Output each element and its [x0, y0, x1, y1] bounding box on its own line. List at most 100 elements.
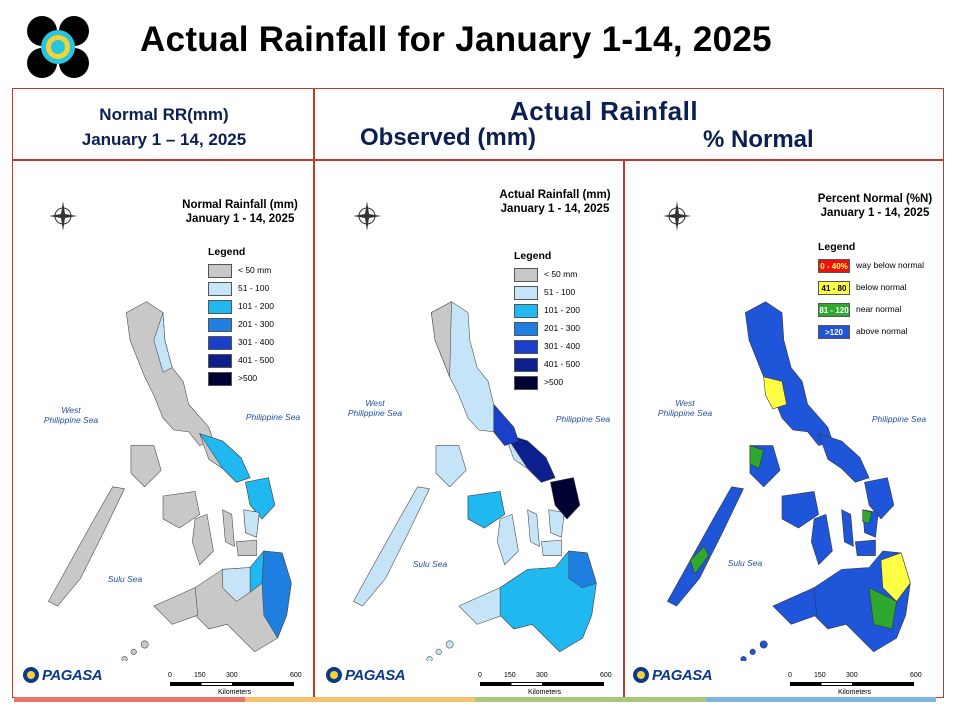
- sea-label-west: West Philippine Sea: [36, 405, 106, 425]
- scale-unit: Kilometers: [838, 689, 872, 696]
- scale-bar-actual: 0 150 300 600 Kilometers: [470, 672, 620, 700]
- footer-stripe: [244, 697, 475, 702]
- sea-label-west-line2: Philippine Sea: [657, 408, 713, 418]
- scale-tick: 0: [478, 672, 482, 679]
- legend-actual: Legend < 50 mm 51 - 100 101 - 200 201 - 300…: [514, 250, 614, 395]
- legend-label: 51 - 100: [238, 283, 270, 293]
- map-percent-normal: [666, 301, 911, 661]
- legend-swatch: [208, 318, 232, 332]
- legend-label: 401 - 500: [544, 359, 580, 369]
- scale-tick: 0: [168, 672, 172, 679]
- sea-label-west-line2: Philippine Sea: [43, 415, 99, 425]
- legend-label: below normal: [856, 282, 907, 292]
- legend-swatch: >120: [818, 325, 850, 339]
- normal-rr-heading-line1: Normal RR(mm): [99, 105, 229, 124]
- legend-label: < 50 mm: [544, 269, 578, 279]
- normal-rr-heading-line2: January 1 – 14, 2025: [81, 130, 247, 149]
- map-title-line2: January 1 - 14, 2025: [500, 203, 610, 215]
- panel-normal-rainfall: [14, 161, 312, 697]
- legend-label: < 50 mm: [238, 265, 272, 275]
- legend-title: Legend: [818, 241, 856, 253]
- legend-swatch: [514, 286, 538, 300]
- legend-label: 51 - 100: [544, 287, 576, 297]
- scale-bar-percent: 0 150 300 600 Kilometers: [780, 672, 930, 700]
- sea-label-west: West Philippine Sea: [650, 398, 720, 418]
- legend-normal: Legend < 50 mm 51 - 100 101 - 200 201 - 300…: [208, 246, 308, 386]
- legend-swatch: [514, 322, 538, 336]
- scale-tick: 150: [814, 672, 826, 679]
- footer-stripes: [14, 697, 936, 702]
- sea-label-east: Philippine Sea: [245, 412, 301, 422]
- legend-label: 301 - 400: [238, 337, 274, 347]
- pagasa-icon: [633, 667, 649, 683]
- pagasa-wordmark: PAGASA: [42, 667, 103, 684]
- map-title-line2: January 1 - 14, 2025: [185, 213, 295, 225]
- percent-normal-heading: % Normal: [703, 126, 814, 153]
- sea-label-west: West Philippine Sea: [340, 398, 410, 418]
- scale-bar-normal: 0 150 300 600 Kilometers: [160, 672, 310, 700]
- compass-rose-icon: [46, 193, 80, 244]
- legend-label: 101 - 200: [544, 305, 580, 315]
- legend-swatch: [208, 264, 232, 278]
- legend-swatch: [514, 376, 538, 390]
- legend-swatch-label: >120: [824, 328, 844, 337]
- compass-rose-icon: [350, 193, 384, 244]
- pagasa-logo: PAGASA: [22, 664, 112, 694]
- scale-tick: 150: [504, 672, 516, 679]
- legend-label: >500: [238, 373, 258, 383]
- sea-label-west-line1: West: [675, 398, 695, 408]
- map-title-line2: January 1 - 14, 2025: [820, 207, 930, 219]
- sea-label-sulu: Sulu Sea: [107, 574, 143, 584]
- scale-tick: 300: [846, 672, 858, 679]
- legend-title: Legend: [208, 246, 246, 258]
- map-actual-rainfall: [352, 301, 597, 661]
- pagasa-icon: [23, 667, 39, 683]
- scale-tick: 0: [788, 672, 792, 679]
- pagasa-logo: PAGASA: [632, 664, 722, 694]
- map-title-line1: Normal Rainfall (mm): [182, 199, 298, 211]
- legend-swatch: [208, 372, 232, 386]
- legend-label: way below normal: [856, 260, 925, 270]
- legend-label: 101 - 200: [238, 301, 274, 311]
- pagasa-logo: PAGASA: [325, 664, 415, 694]
- scale-unit: Kilometers: [218, 689, 252, 696]
- compass-rose-icon: [660, 193, 694, 244]
- sea-label-west-line2: Philippine Sea: [347, 408, 403, 418]
- pagasa-wordmark: PAGASA: [345, 667, 406, 684]
- scale-tick: 600: [290, 672, 302, 679]
- legend-label: 201 - 300: [544, 323, 580, 333]
- legend-label: 301 - 400: [544, 341, 580, 351]
- divider-right: [623, 160, 625, 698]
- panel-actual-rainfall: [315, 161, 622, 697]
- map-title-line1: Percent Normal (%N): [817, 193, 933, 205]
- legend-swatch: [514, 340, 538, 354]
- observed-heading: Observed (mm): [360, 124, 537, 151]
- legend-label: 201 - 300: [238, 319, 274, 329]
- legend-swatch: [208, 282, 232, 296]
- sea-label-sulu: Sulu Sea: [727, 558, 763, 568]
- legend-label: 401 - 500: [238, 355, 274, 365]
- scale-tick: 150: [194, 672, 206, 679]
- legend-percent: Legend 0 - 40% way below normal 41 - 80 bel…: [818, 241, 938, 351]
- legend-swatch-label: 41 - 80: [821, 284, 847, 293]
- scale-bar: [480, 682, 604, 686]
- legend-label: near normal: [856, 304, 902, 314]
- footer-stripe: [705, 697, 936, 702]
- pagasa-seal-logo: [24, 14, 92, 80]
- scale-unit: Kilometers: [528, 689, 562, 696]
- legend-swatch-label: 0 - 40%: [820, 262, 848, 271]
- sea-label-west-line1: West: [365, 398, 385, 408]
- map-normal-rainfall: [47, 301, 292, 661]
- legend-label: >500: [544, 377, 564, 387]
- legend-swatch: [208, 336, 232, 350]
- scale-bar: [170, 682, 294, 686]
- map-title-normal: Normal Rainfall (mm) January 1 - 14, 202…: [180, 198, 300, 226]
- normal-rr-heading: Normal RR(mm) January 1 – 14, 2025: [14, 102, 314, 152]
- panel-percent-normal: [625, 161, 943, 697]
- page-title: Actual Rainfall for January 1-14, 2025: [140, 20, 772, 59]
- scale-tick: 600: [600, 672, 612, 679]
- map-title-actual: Actual Rainfall (mm) January 1 - 14, 202…: [495, 188, 615, 216]
- sea-label-east: Philippine Sea: [555, 414, 611, 424]
- scale-tick: 600: [910, 672, 922, 679]
- sea-label-west-line1: West: [61, 405, 81, 415]
